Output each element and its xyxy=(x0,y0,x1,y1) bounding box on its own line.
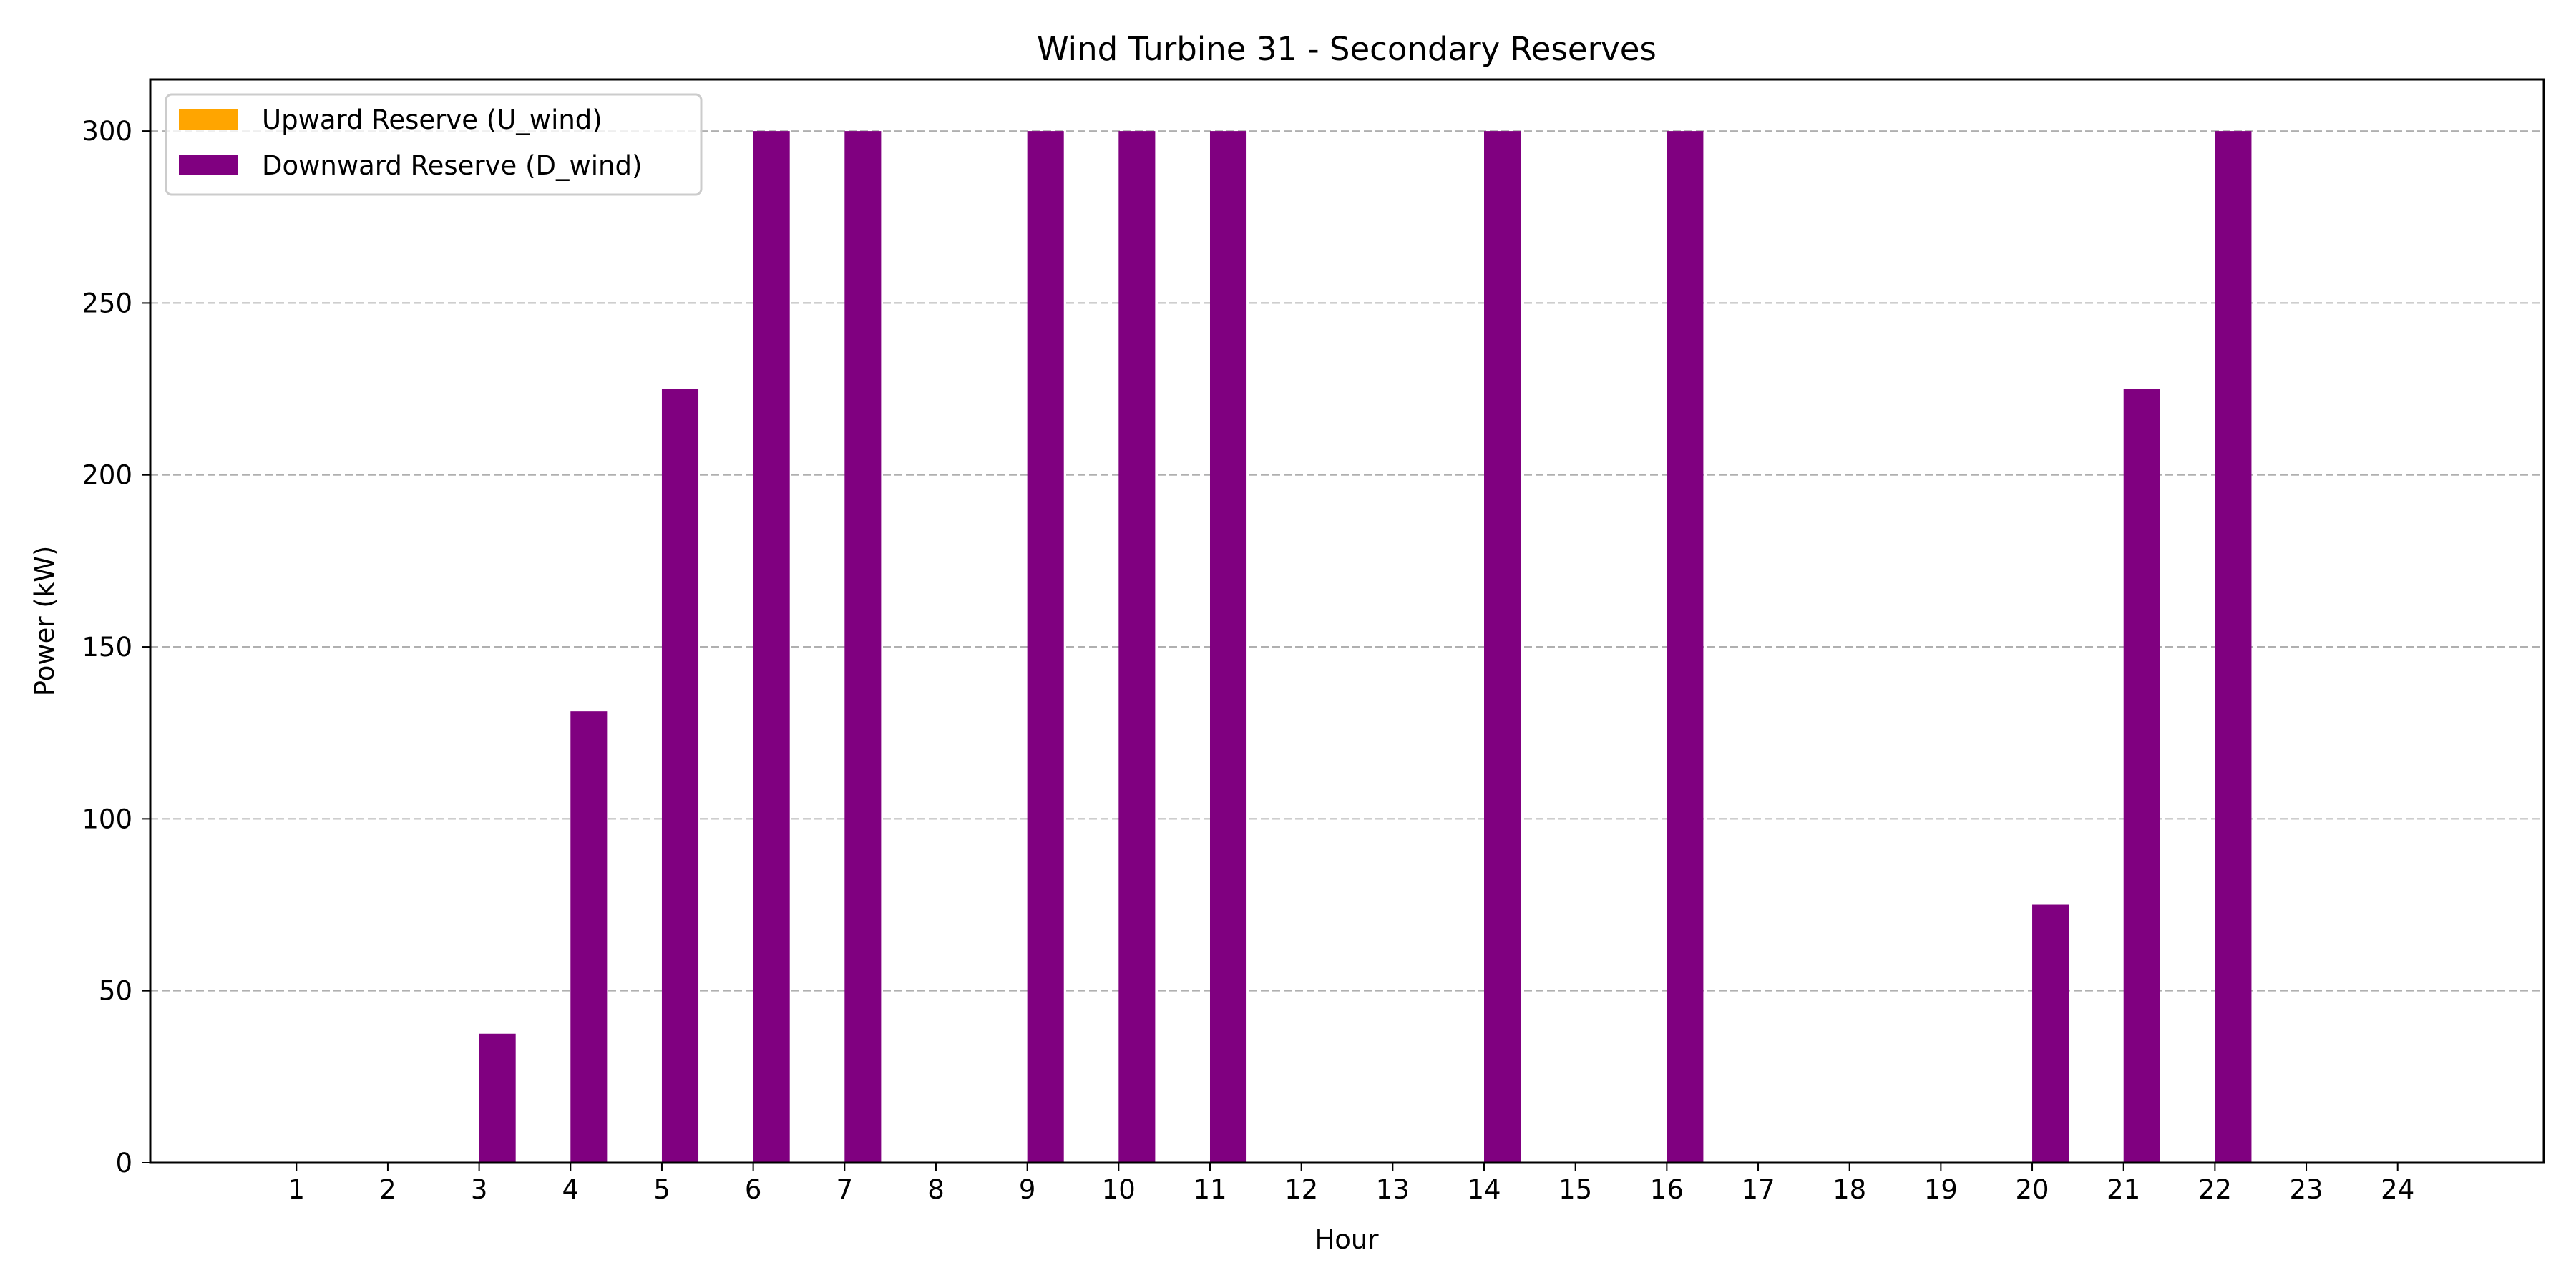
downward-bar-20 xyxy=(2032,904,2069,1163)
chart-title: Wind Turbine 31 - Secondary Reserves xyxy=(1037,30,1657,68)
x-tick-label: 10 xyxy=(1102,1174,1136,1205)
y-tick-label: 0 xyxy=(115,1148,132,1179)
downward-bar-14 xyxy=(1484,131,1521,1163)
y-tick-label: 300 xyxy=(82,116,132,147)
legend-swatch-downward xyxy=(179,155,238,175)
x-axis: 1 2 3 4 5 6 7 8 9 10 11 12 13 14 15 16 17 18 19 20 21 22 23 24 xyxy=(288,1163,2414,1205)
downward-bar-3 xyxy=(479,1033,516,1163)
x-tick-label: 18 xyxy=(1833,1174,1866,1205)
plot-frame xyxy=(149,78,2545,1164)
legend-box xyxy=(165,93,703,196)
downward-bar-5 xyxy=(661,389,699,1163)
x-tick-label: 16 xyxy=(1650,1174,1684,1205)
x-tick-label: 23 xyxy=(2290,1174,2323,1205)
x-tick-label: 5 xyxy=(653,1174,670,1205)
y-axis: 0 50 100 150 200 250 300 xyxy=(82,116,150,1179)
x-tick-label: 8 xyxy=(927,1174,945,1205)
downward-bar-10 xyxy=(1118,131,1156,1163)
x-tick-label: 1 xyxy=(288,1174,306,1205)
x-tick-label: 9 xyxy=(1019,1174,1036,1205)
x-tick-label: 4 xyxy=(562,1174,580,1205)
downward-bar-11 xyxy=(1209,131,1247,1163)
y-axis-label: Power (kW) xyxy=(29,546,60,697)
downward-bar-4 xyxy=(570,711,608,1163)
x-tick-label: 6 xyxy=(745,1174,762,1205)
downward-bar-16 xyxy=(1667,131,1704,1163)
x-axis-label: Hour xyxy=(1314,1224,1379,1255)
y-tick-label: 250 xyxy=(82,288,132,318)
x-tick-label: 7 xyxy=(836,1174,854,1205)
downward-bar-7 xyxy=(844,131,882,1163)
legend-swatch-upward xyxy=(179,109,238,130)
legend: Upward Reserve (U_wind) Downward Reserve… xyxy=(165,93,703,196)
x-tick-label: 22 xyxy=(2198,1174,2232,1205)
x-tick-label: 17 xyxy=(1741,1174,1775,1205)
bars xyxy=(479,131,2252,1163)
y-tick-label: 100 xyxy=(82,804,132,834)
x-tick-label: 11 xyxy=(1193,1174,1226,1205)
x-tick-label: 20 xyxy=(2015,1174,2049,1205)
legend-label-downward: Downward Reserve (D_wind) xyxy=(262,150,642,181)
downward-bar-21 xyxy=(2123,389,2160,1163)
x-tick-label: 21 xyxy=(2107,1174,2140,1205)
y-tick-label: 50 xyxy=(99,976,132,1007)
y-tick-label: 150 xyxy=(82,632,132,663)
legend-label-upward: Upward Reserve (U_wind) xyxy=(262,104,602,135)
y-tick-label: 200 xyxy=(82,460,132,491)
x-tick-label: 24 xyxy=(2381,1174,2414,1205)
downward-bar-6 xyxy=(753,131,790,1163)
x-tick-label: 3 xyxy=(471,1174,488,1205)
x-tick-label: 19 xyxy=(1924,1174,1958,1205)
x-tick-label: 15 xyxy=(1558,1174,1592,1205)
x-tick-label: 13 xyxy=(1376,1174,1410,1205)
x-tick-label: 12 xyxy=(1284,1174,1318,1205)
x-tick-label: 14 xyxy=(1467,1174,1501,1205)
x-tick-label: 2 xyxy=(379,1174,396,1205)
downward-bar-9 xyxy=(1027,131,1064,1163)
downward-bar-22 xyxy=(2215,131,2252,1163)
